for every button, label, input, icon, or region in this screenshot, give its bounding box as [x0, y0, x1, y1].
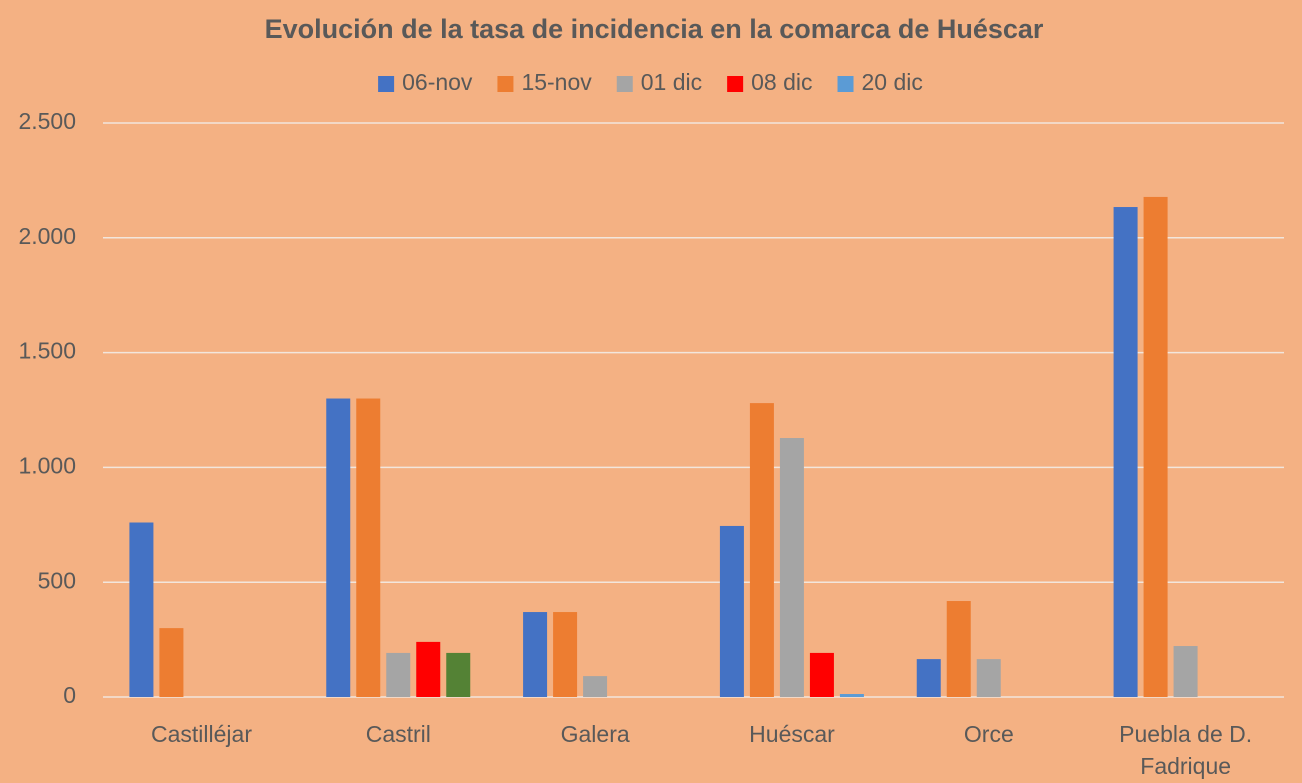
legend-swatch [378, 76, 395, 92]
bar [159, 628, 184, 697]
y-tick-label: 0 [63, 682, 76, 708]
bar [749, 403, 774, 697]
legend-label: 01 dic [641, 69, 702, 95]
bar [129, 522, 154, 697]
bar [916, 659, 941, 697]
bar [446, 652, 471, 697]
x-tick-label: Orce [963, 721, 1014, 747]
x-tick-label: Huéscar [749, 721, 835, 747]
legend-swatch [616, 76, 633, 92]
legend-swatch [837, 76, 854, 92]
x-tick-label: Puebla de D. Fadrique [1119, 721, 1253, 779]
bar [523, 612, 548, 697]
legend-label: 15-nov [521, 69, 592, 95]
bar [809, 652, 834, 697]
y-tick-label: 500 [38, 567, 76, 593]
chart-title: Evolución de la tasa de incidencia en la… [265, 14, 1044, 44]
bar [946, 601, 971, 697]
bar [1113, 207, 1138, 697]
x-tick-label: Galera [560, 721, 630, 747]
y-tick-label: 1.000 [18, 452, 76, 478]
bar [1173, 646, 1198, 697]
x-tick-label: Castril [365, 721, 431, 747]
legend-label: 06-nov [402, 69, 473, 95]
bar [386, 652, 411, 697]
bar [356, 398, 381, 697]
bar [326, 398, 351, 697]
y-tick-label: 1.500 [18, 338, 76, 364]
bar [779, 438, 804, 697]
y-tick-label: 2.000 [18, 223, 76, 249]
bar [719, 525, 744, 697]
bar [416, 641, 441, 697]
y-tick-label: 2.500 [18, 108, 76, 134]
bar [976, 659, 1001, 697]
bar [583, 676, 608, 697]
bar [1143, 196, 1168, 697]
legend-label: 20 dic [862, 69, 923, 95]
legend-label: 08 dic [751, 69, 812, 95]
legend-swatch [727, 76, 744, 92]
bar [553, 612, 578, 697]
x-tick-label: Castilléjar [151, 721, 252, 747]
legend-swatch [497, 76, 514, 92]
bar [839, 694, 864, 697]
